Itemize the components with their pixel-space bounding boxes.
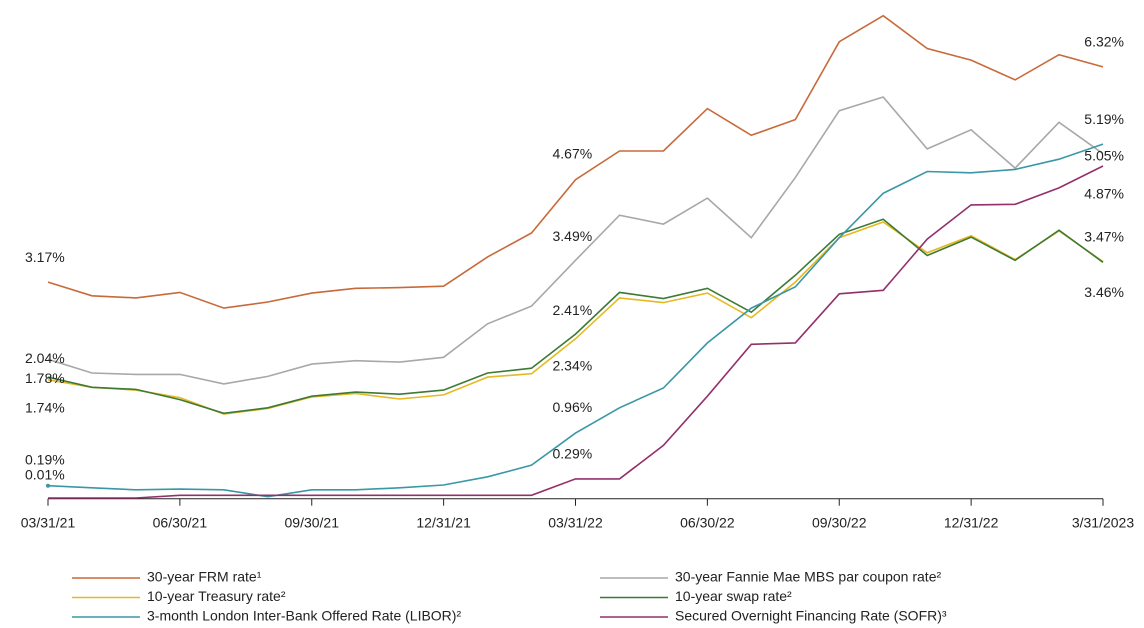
x-tick-label: 3/31/2023 bbox=[1072, 514, 1134, 530]
series-line bbox=[48, 165, 1104, 499]
x-tick-label: 06/30/22 bbox=[680, 514, 735, 530]
data-label: 3.46% bbox=[1084, 284, 1124, 300]
x-tick-label: 09/30/21 bbox=[285, 514, 340, 530]
data-label: 5.05% bbox=[1084, 147, 1124, 163]
data-label: 4.67% bbox=[553, 145, 593, 161]
data-label: 2.04% bbox=[25, 350, 65, 366]
x-tick-label: 12/31/21 bbox=[416, 514, 471, 530]
legend-label: 10-year Treasury rate² bbox=[147, 588, 286, 604]
series-line bbox=[47, 14, 1104, 309]
data-label: 2.34% bbox=[553, 358, 593, 374]
data-label: 1.78% bbox=[25, 370, 65, 386]
series-line bbox=[47, 96, 1104, 385]
x-tick-label: 03/31/21 bbox=[21, 514, 76, 530]
data-label: 6.32% bbox=[1084, 34, 1124, 50]
data-label: 3.49% bbox=[553, 228, 593, 244]
x-tick-label: 09/30/22 bbox=[812, 514, 867, 530]
legend-label: 30-year FRM rate¹ bbox=[147, 569, 262, 585]
data-label: 3.47% bbox=[1084, 228, 1124, 244]
series-line bbox=[47, 218, 1104, 415]
legend: 30-year FRM rate¹ 30-year Fannie Mae MBS … bbox=[72, 569, 947, 624]
data-label: 4.87% bbox=[1084, 186, 1124, 202]
legend-label: 10-year swap rate² bbox=[675, 588, 792, 604]
data-label: 0.29% bbox=[553, 446, 593, 462]
start-dot bbox=[46, 483, 50, 488]
data-label: 0.96% bbox=[553, 399, 593, 415]
data-label: 2.41% bbox=[553, 302, 593, 318]
x-tick-label: 03/31/22 bbox=[548, 514, 603, 530]
data-label: 3.17% bbox=[25, 249, 65, 265]
data-label: 0.19% bbox=[25, 451, 65, 467]
data-label: 5.19% bbox=[1084, 111, 1124, 127]
x-tick-label: 12/31/22 bbox=[944, 514, 999, 530]
legend-label: 30-year Fannie Mae MBS par coupon rate² bbox=[675, 569, 941, 585]
legend-label: Secured Overnight Financing Rate (SOFR)³ bbox=[675, 608, 947, 624]
legend-label: 3-month London Inter-Bank Offered Rate (… bbox=[147, 608, 461, 624]
data-label: 0.01% bbox=[25, 467, 65, 483]
series-line bbox=[47, 221, 1104, 415]
series-line bbox=[47, 143, 1104, 498]
x-tick-label: 06/30/21 bbox=[153, 514, 208, 530]
data-label: 1.74% bbox=[25, 400, 65, 416]
